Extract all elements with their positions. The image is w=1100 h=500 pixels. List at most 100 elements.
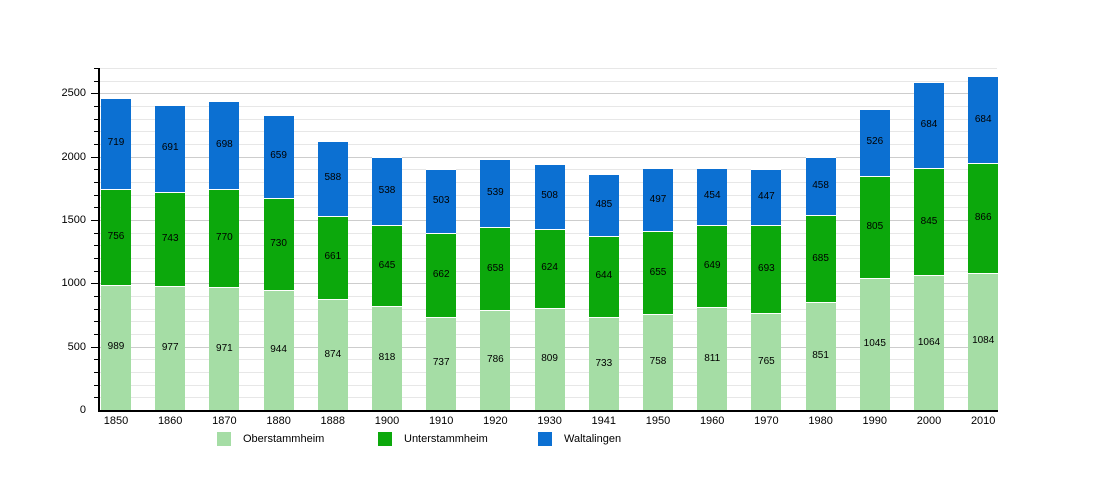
segment-oberstammheim-2000 [914,275,944,410]
x-tick-label-1910: 1910 [428,415,454,427]
segment-unterstammheim-1880 [263,197,294,291]
value-label: 874 [324,348,342,360]
segment-waltalingen-1990 [859,109,890,176]
segment-waltalingen-1880 [263,114,294,198]
value-label: 866 [974,211,992,223]
value-label: 454 [703,190,721,202]
value-label: 971 [216,342,233,354]
value-label: 743 [161,233,179,245]
x-tick-label-1990: 1990 [862,415,888,427]
value-label: 730 [270,238,287,250]
x-tick-label-2000: 2000 [916,415,942,427]
segment-unterstammheim-1888 [317,215,348,300]
segment-waltalingen-1870 [209,101,240,190]
segment-waltalingen-2000 [914,81,944,169]
gridline-2000 [99,156,997,158]
bar-1920: 786 658 539 [480,68,511,410]
segment-oberstammheim-1920 [480,310,511,410]
bar-1910: 737 662 503 [426,68,457,410]
value-label: 805 [866,220,884,232]
segment-unterstammheim-1910 [426,232,457,317]
y-tick-label: 1500 [61,214,86,226]
x-tick-label-1900: 1900 [374,415,400,427]
value-label: 691 [161,142,179,154]
bar-1960: 811 649 454 [697,68,728,410]
segment-waltalingen-1910 [426,169,457,233]
segment-oberstammheim-1970 [751,313,782,410]
segment-oberstammheim-1990 [859,277,890,410]
value-label: 685 [812,252,829,264]
x-tick-label-1930: 1930 [537,415,562,427]
y-axis-tick [94,384,98,386]
value-label: 497 [649,193,667,205]
value-label: 851 [812,350,829,362]
segment-oberstammheim-1941 [588,317,619,410]
segment-oberstammheim-1888 [317,299,348,410]
segment-waltalingen-1850 [101,97,131,189]
y-axis-tick [91,346,98,348]
value-label: 811 [704,352,721,364]
y-axis-tick [91,220,98,221]
x-tick-label-1920: 1920 [483,415,508,427]
segment-oberstammheim-1860 [155,286,186,410]
x-tick-label-1950: 1950 [645,415,671,427]
segment-unterstammheim-1980 [805,215,836,303]
value-label: 786 [487,354,504,366]
bar-1950: 758 655 497 [643,68,673,410]
bar-1941: 733 644 485 [588,68,619,410]
bar-2000: 1064 845 684 [914,68,944,410]
segment-oberstammheim-1950 [643,314,673,410]
value-label: 809 [541,352,558,364]
value-label: 758 [649,356,667,367]
y-axis-tick [94,397,98,399]
segment-oberstammheim-1870 [209,287,240,410]
value-label: 977 [161,342,179,354]
y-axis-tick [94,245,98,247]
segment-waltalingen-1960 [697,167,728,226]
value-label: 526 [866,136,884,148]
y-axis-tick [94,131,98,133]
y-axis-tick [94,68,98,69]
value-label: 655 [649,266,667,278]
x-tick-label-1880: 1880 [266,415,291,427]
y-axis-tick [91,93,98,95]
gridline-2100 [99,144,997,145]
value-label: 770 [216,232,233,244]
x-tick-label-1850: 1850 [103,415,129,427]
segment-unterstammheim-1970 [751,225,782,314]
x-tick-label-1860: 1860 [157,415,183,427]
y-tick-label: 1000 [61,277,86,290]
y-axis-tick [91,156,98,158]
y-axis-tick [94,169,98,171]
segment-waltalingen-1980 [805,157,836,216]
x-tick-label-2010: 2010 [970,415,996,427]
y-axis-tick [91,283,98,285]
plot-area: 989 756 719 977 743 691 971 770 698 944 730 659 874 6… [99,68,999,410]
segment-oberstammheim-1960 [697,307,728,410]
bar-1860: 977 743 691 [155,68,186,410]
gridline-2200 [99,131,997,133]
gridline-2400 [99,106,997,107]
y-axis-tick [94,296,98,297]
segment-unterstammheim-1990 [859,175,890,278]
segment-unterstammheim-1930 [534,228,565,308]
value-label: 458 [812,180,829,192]
y-axis-tick [94,308,98,310]
y-axis-tick [94,372,98,373]
segment-oberstammheim-1880 [263,290,294,410]
value-label: 756 [107,230,125,242]
segment-unterstammheim-1920 [480,227,511,311]
segment-unterstammheim-1900 [372,224,402,307]
value-label: 693 [758,263,775,275]
y-axis-tick [94,321,98,323]
y-axis-tick [94,270,98,272]
segment-unterstammheim-1960 [697,225,728,308]
bar-1980: 851 685 458 [805,68,836,410]
value-label: 658 [487,262,504,274]
bar-1870: 971 770 698 [209,68,240,410]
y-axis-tick [94,258,98,259]
value-label: 485 [595,198,613,210]
value-label: 1064 [917,336,941,348]
value-label: 1045 [863,337,886,349]
value-label: 765 [758,355,775,367]
